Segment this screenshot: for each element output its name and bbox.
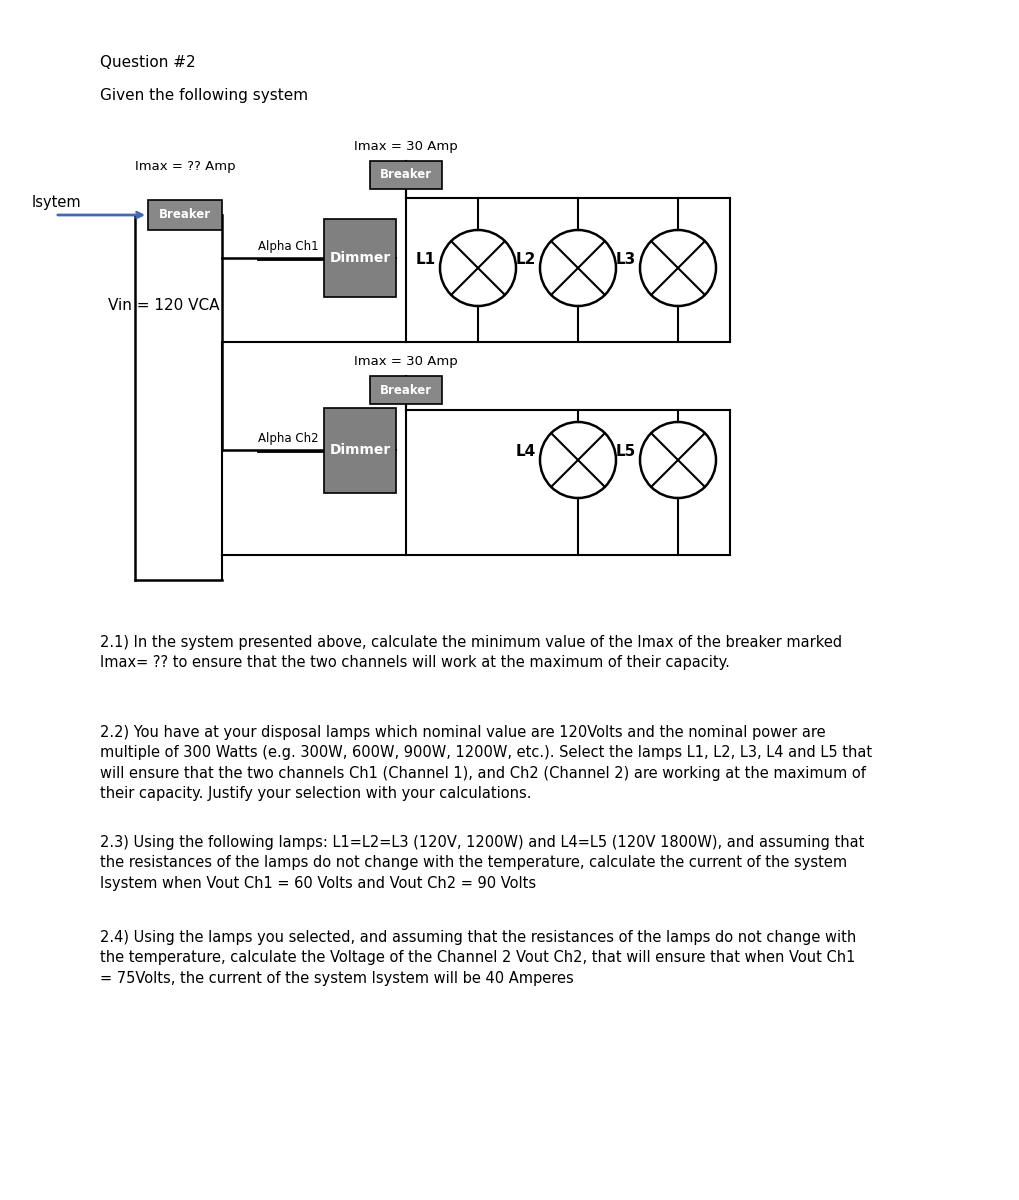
Bar xyxy=(324,218,395,296)
Text: L1: L1 xyxy=(416,252,435,268)
Text: L5: L5 xyxy=(615,444,636,460)
Text: Dimmer: Dimmer xyxy=(329,251,390,265)
Text: Imax = 30 Amp: Imax = 30 Amp xyxy=(354,140,458,152)
Text: Alpha Ch1: Alpha Ch1 xyxy=(258,240,318,253)
Text: Breaker: Breaker xyxy=(379,168,432,181)
Text: 2.3) Using the following lamps: L1=L2=L3 (120V, 1200W) and L4=L5 (120V 1800W), a: 2.3) Using the following lamps: L1=L2=L3… xyxy=(100,835,863,890)
Text: Alpha Ch2: Alpha Ch2 xyxy=(258,432,318,445)
Text: Dimmer: Dimmer xyxy=(329,443,390,457)
Text: Isytem: Isytem xyxy=(32,194,82,210)
Text: Imax = 30 Amp: Imax = 30 Amp xyxy=(354,355,458,368)
Text: L4: L4 xyxy=(516,444,535,460)
Bar xyxy=(148,200,222,230)
Text: Imax = ?? Amp: Imax = ?? Amp xyxy=(135,160,235,173)
Bar xyxy=(370,161,441,188)
Bar xyxy=(370,376,441,404)
Text: 2.2) You have at your disposal lamps which nominal value are 120Volts and the no: 2.2) You have at your disposal lamps whi… xyxy=(100,725,871,802)
Bar xyxy=(324,408,395,492)
Text: Vin = 120 VCA: Vin = 120 VCA xyxy=(108,298,219,312)
Text: 2.1) In the system presented above, calculate the minimum value of the Imax of t: 2.1) In the system presented above, calc… xyxy=(100,635,842,671)
Text: L3: L3 xyxy=(615,252,636,268)
Text: Breaker: Breaker xyxy=(379,384,432,396)
Text: Given the following system: Given the following system xyxy=(100,88,308,103)
Text: 2.4) Using the lamps you selected, and assuming that the resistances of the lamp: 2.4) Using the lamps you selected, and a… xyxy=(100,930,855,986)
Text: Breaker: Breaker xyxy=(159,209,211,222)
Text: L2: L2 xyxy=(516,252,535,268)
Text: Question #2: Question #2 xyxy=(100,55,196,70)
